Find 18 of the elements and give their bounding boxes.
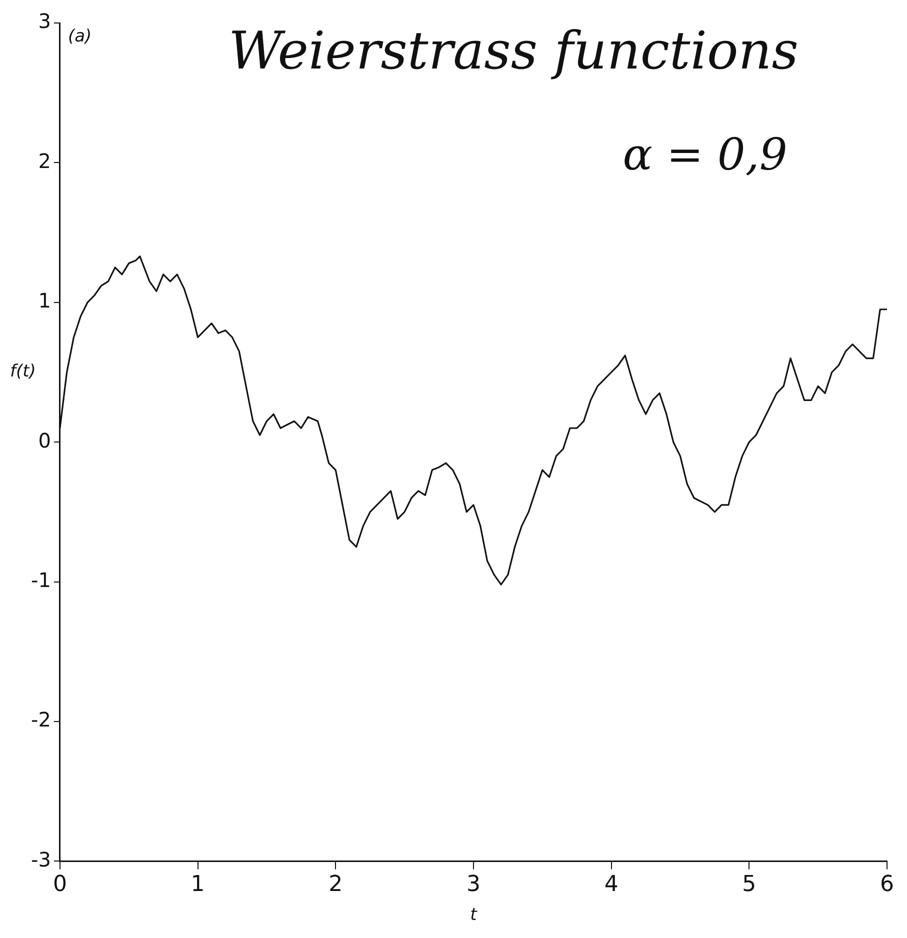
y-tick-label: 2 bbox=[38, 148, 51, 173]
annotation: (a) bbox=[68, 26, 92, 46]
x-axis-title: t bbox=[470, 905, 478, 926]
annotation: α = 0,9 bbox=[622, 129, 788, 180]
y-tick-label: -1 bbox=[30, 568, 51, 592]
x-tick-label: 1 bbox=[190, 872, 205, 898]
y-tick-label: -3 bbox=[30, 847, 51, 872]
x-tick-label: 5 bbox=[742, 872, 756, 898]
x-tick-label: 2 bbox=[328, 872, 343, 898]
y-tick-label: -2 bbox=[30, 708, 51, 732]
y-tick-label: 1 bbox=[38, 288, 51, 313]
x-tick-label: 4 bbox=[604, 872, 618, 898]
y-axis-title: f(t) bbox=[10, 362, 36, 382]
x-tick-label: 3 bbox=[466, 872, 480, 898]
y-tick-label: 3 bbox=[38, 9, 51, 34]
x-tick-label: 6 bbox=[880, 872, 894, 898]
y-tick-label: 0 bbox=[38, 428, 51, 452]
chart-title: Weierstrass functions bbox=[228, 22, 798, 82]
